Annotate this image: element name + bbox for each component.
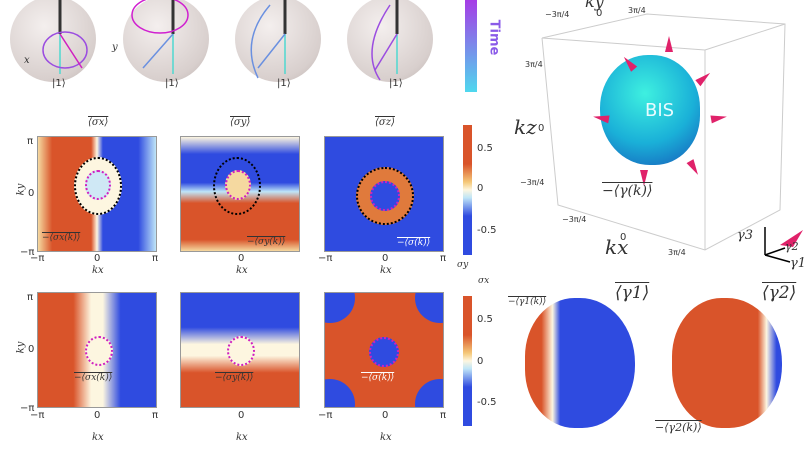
xtick-0: 0	[620, 232, 627, 243]
xtick-top-1c: π	[152, 253, 159, 264]
ylabel-top: ky	[15, 183, 27, 196]
ytick-0: 0	[596, 8, 603, 19]
ztick-pos: 3π/4	[525, 60, 543, 69]
xtick-top-2b: 0	[238, 253, 245, 264]
xtick-neg: −3π/4	[562, 215, 587, 224]
xtick-bottom-1a: −π	[30, 410, 45, 421]
cbar-bottom-tick-05: 0.5	[477, 314, 493, 325]
cbar-top-tick-0: 0	[477, 183, 484, 194]
annotation-sigma-y-bottom: −⟨σy(k)⟩	[215, 373, 254, 383]
ztick-neg: −3π/4	[520, 178, 545, 187]
cbar-top-tick-05: 0.5	[477, 143, 493, 154]
ky-label: ky	[585, 0, 604, 11]
kz-label: kz	[514, 115, 537, 139]
gamma1-title: ⟨γ1⟩	[615, 283, 650, 303]
bloch-state-label-4: |1⟩	[389, 78, 403, 89]
xtick-top-3a: −π	[318, 253, 333, 264]
xtick-bottom-3a: −π	[318, 410, 333, 421]
xtick-top-1a: −π	[30, 253, 45, 264]
heatmap-sigma-y-top: −⟨σy(k)⟩	[180, 136, 300, 252]
ytick-top-0: 0	[28, 188, 35, 199]
annotation-sigma-vec: −⟨σ(k)⟩	[397, 238, 431, 248]
xtick-top-3c: π	[440, 253, 447, 264]
gamma2-surface	[672, 298, 782, 428]
bloch-state-label-2: |1⟩	[165, 78, 179, 89]
ytick-pos: 3π/4	[628, 6, 646, 15]
bloch-y-label: y	[112, 42, 118, 53]
xtick-bottom-1c: π	[152, 410, 159, 421]
gamma1-annotation: −⟨γ1(k)⟩	[508, 297, 547, 307]
gamma1-label: γ1	[790, 256, 807, 271]
bloch-sphere-3	[235, 0, 321, 82]
gamma2-label: γ2	[785, 240, 799, 253]
ytick-bottom-neg-pi: −π	[20, 403, 35, 414]
cbar-bottom-tick-0: 0	[477, 356, 484, 367]
ytick-top-pi: π	[27, 136, 34, 147]
ylabel-bottom: ky	[15, 341, 27, 354]
colorbar-bottom	[463, 296, 472, 426]
cbar-top-tick-neg05: -0.5	[477, 225, 497, 236]
gamma-annotation: −⟨γ(k)⟩	[602, 183, 653, 199]
bis-surface	[600, 55, 700, 165]
axes-legend-sigma-x: σx	[478, 276, 490, 286]
ytick-neg: −3π/4	[545, 10, 570, 19]
bloch-sphere-4	[347, 0, 433, 82]
bloch-state-label-1: |1⟩	[52, 78, 66, 89]
bloch-x-label: x	[24, 55, 30, 66]
bloch-sphere-1	[10, 0, 96, 82]
heatmap-sigma-y-bottom: −⟨σy(k)⟩	[180, 292, 300, 408]
xlabel-bottom-3: kx	[380, 432, 392, 443]
xlabel-bottom-1: kx	[92, 432, 104, 443]
bloch-state-label-3: |1⟩	[277, 78, 291, 89]
gamma3-label: γ3	[737, 228, 754, 243]
spike-icon	[665, 36, 673, 52]
ytick-top-neg-pi: −π	[20, 247, 35, 258]
annotation-sigma-vec-bottom: −⟨σ(k)⟩	[361, 373, 395, 383]
xtick-bottom-2b: 0	[238, 410, 245, 421]
xtick-top-1b: 0	[94, 253, 101, 264]
bis-label: BIS	[645, 100, 675, 121]
gamma1-surface	[525, 298, 635, 428]
ytick-bottom-0: 0	[28, 344, 35, 355]
plot3d-box	[541, 13, 786, 251]
axes-legend-sigma-y: σy	[457, 260, 469, 270]
annotation-sigma-x: −⟨σx(k)⟩	[42, 233, 81, 243]
kx-label: kx	[605, 235, 629, 259]
time-arrow-icon	[465, 0, 477, 92]
xtick-bottom-3b: 0	[382, 410, 389, 421]
xtick-bottom-3c: π	[440, 410, 447, 421]
heatmap-sigma-x-bottom: −⟨σx(k)⟩	[37, 292, 157, 408]
annotation-sigma-x-bottom: −⟨σx(k)⟩	[74, 373, 113, 383]
heatmap-sigma-x-top: −⟨σx(k)⟩	[37, 136, 157, 252]
annotation-sigma-y: −⟨σy(k)⟩	[247, 237, 286, 247]
heatmap-sigma-vec-bottom: −⟨σ(k)⟩	[324, 292, 444, 408]
xlabel-top-1: kx	[92, 265, 104, 276]
gamma-axes-icon	[764, 227, 803, 263]
gamma2-title: ⟨γ2⟩	[762, 283, 797, 303]
cbar-bottom-tick-neg05: -0.5	[477, 397, 497, 408]
title-sigma-x: ⟨σx⟩	[88, 117, 109, 128]
xtick-bottom-1b: 0	[94, 410, 101, 421]
gamma2-annotation: −⟨γ2(k)⟩	[655, 421, 702, 434]
title-sigma-y: ⟨σy⟩	[230, 117, 251, 128]
ztick-0: 0	[538, 123, 545, 134]
heatmap-sigma-z-top: −⟨σ(k)⟩	[324, 136, 444, 252]
title-sigma-z: ⟨σz⟩	[375, 117, 395, 128]
xlabel-bottom-2: kx	[236, 432, 248, 443]
xtick-top-3b: 0	[382, 253, 389, 264]
colorbar-top	[463, 125, 472, 255]
xtick-pos: 3π/4	[668, 248, 686, 257]
ytick-bottom-pi: π	[27, 292, 34, 303]
xlabel-top-2: kx	[236, 265, 248, 276]
bloch-trajectories	[42, 0, 399, 81]
xlabel-top-3: kx	[380, 265, 392, 276]
